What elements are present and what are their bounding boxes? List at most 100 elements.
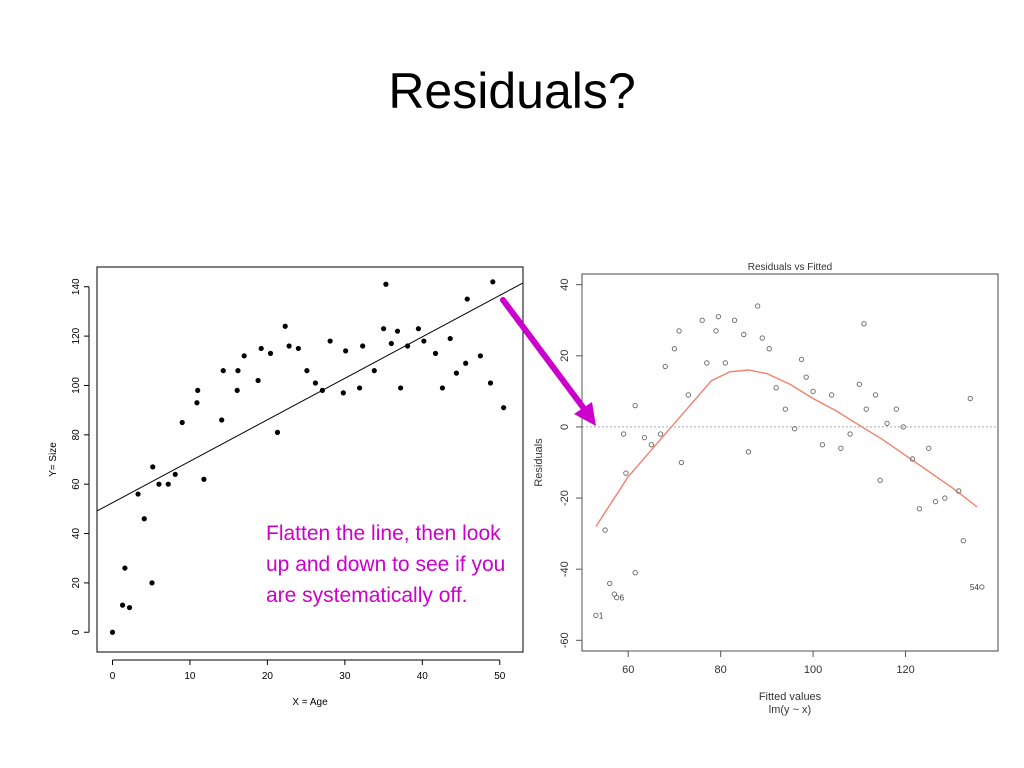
data-point xyxy=(241,353,247,359)
residual-point xyxy=(766,346,772,352)
data-point xyxy=(295,345,301,352)
residual-point xyxy=(791,426,798,432)
residual-point xyxy=(685,392,691,398)
data-point xyxy=(235,368,241,374)
residual-point xyxy=(872,392,879,398)
y-tick-label: 20 xyxy=(559,350,571,362)
data-point xyxy=(220,368,226,374)
y-axis-label: Y= Size xyxy=(48,442,59,477)
data-point xyxy=(490,279,496,285)
data-point xyxy=(371,368,377,374)
residual-point xyxy=(662,363,668,370)
residual-point xyxy=(932,498,939,505)
data-point xyxy=(463,360,469,366)
x-tick-label: 80 xyxy=(715,664,727,676)
data-point xyxy=(453,370,459,376)
chart-title: Residuals vs Fitted xyxy=(748,262,832,273)
residual-point xyxy=(828,392,835,398)
residual-point xyxy=(960,538,966,544)
residual-point xyxy=(956,488,962,494)
x-tick-label: 40 xyxy=(417,671,429,682)
residual-point xyxy=(671,346,678,352)
y-tick-label: -40 xyxy=(559,561,571,577)
residual-point xyxy=(648,442,654,448)
data-point xyxy=(165,481,171,487)
annotation-note: Flatten the line, then look up and down … xyxy=(266,522,506,607)
residual-point xyxy=(699,317,705,323)
residual-point xyxy=(884,420,890,427)
residual-point xyxy=(614,595,620,601)
y-tick-label: 80 xyxy=(71,429,82,441)
slide-title: Residuals? xyxy=(388,63,636,119)
residual-point xyxy=(607,580,613,587)
outlier-label: 6 xyxy=(620,594,625,603)
data-point xyxy=(421,338,427,344)
x-tick-label: 20 xyxy=(262,671,274,682)
data-point xyxy=(219,417,225,423)
x-tick-label: 50 xyxy=(494,671,506,682)
data-point xyxy=(286,343,292,349)
residual-point xyxy=(657,431,664,437)
residual-point xyxy=(773,385,779,391)
residual-point xyxy=(847,431,853,437)
residual-point xyxy=(715,314,722,320)
data-point xyxy=(327,338,333,344)
data-point xyxy=(383,281,389,287)
residual-point xyxy=(967,395,973,402)
data-point xyxy=(380,326,387,332)
x-axis-label: X = Age xyxy=(292,697,328,708)
data-point xyxy=(119,602,126,608)
data-point xyxy=(267,350,274,356)
pointer-arrow-head xyxy=(574,402,596,426)
residual-point xyxy=(704,360,710,366)
data-point xyxy=(360,343,366,349)
outlier-label: 1 xyxy=(599,611,604,620)
y-tick-label: 20 xyxy=(71,577,82,589)
residual-point xyxy=(838,445,844,451)
residual-point xyxy=(632,402,638,409)
residual-point xyxy=(676,328,682,334)
y-tick-label: 0 xyxy=(71,629,82,635)
residual-point xyxy=(900,424,906,430)
residual-point xyxy=(856,381,862,387)
data-point xyxy=(388,340,394,347)
plot-frame xyxy=(581,273,999,652)
data-point xyxy=(135,491,141,497)
data-point xyxy=(415,326,422,332)
data-point xyxy=(149,580,155,586)
data-point xyxy=(126,604,133,611)
residual-point xyxy=(620,431,627,437)
x-tick-label: 100 xyxy=(804,664,822,676)
data-point xyxy=(172,471,178,477)
residual-point xyxy=(731,317,738,323)
x-axis-sublabel: lm(y ~ x) xyxy=(769,704,811,716)
residual-point xyxy=(942,495,948,501)
y-tick-label: 140 xyxy=(71,278,82,295)
data-point xyxy=(150,464,156,470)
age-size-scatter-plot: 0 10 20 30 40 50 0 20 40 60 80 100 120 140 X = Age Y= S… xyxy=(48,266,524,708)
data-point xyxy=(201,476,207,482)
data-point xyxy=(487,380,494,386)
residual-point xyxy=(678,459,685,466)
data-point xyxy=(439,385,446,391)
data-point xyxy=(343,348,349,354)
residual-point xyxy=(759,335,765,341)
y-tick-label: 100 xyxy=(71,377,82,394)
x-tick-label: 120 xyxy=(896,664,914,676)
residual-point xyxy=(926,445,932,451)
pointer-arrow xyxy=(500,297,596,426)
y-tick-label: -20 xyxy=(559,490,571,506)
residual-point xyxy=(819,442,826,448)
residual-point xyxy=(632,570,638,576)
y-axis-label: Residuals xyxy=(533,438,545,487)
residual-point xyxy=(722,360,728,366)
data-point xyxy=(398,385,404,391)
smoother-line xyxy=(595,369,978,527)
pointer-arrow-shaft xyxy=(500,297,591,417)
data-point xyxy=(179,419,185,426)
x-tick-label: 30 xyxy=(339,671,351,682)
residual-point xyxy=(979,584,985,590)
y-tick-label: 40 xyxy=(559,279,571,291)
residual-point xyxy=(611,591,618,597)
